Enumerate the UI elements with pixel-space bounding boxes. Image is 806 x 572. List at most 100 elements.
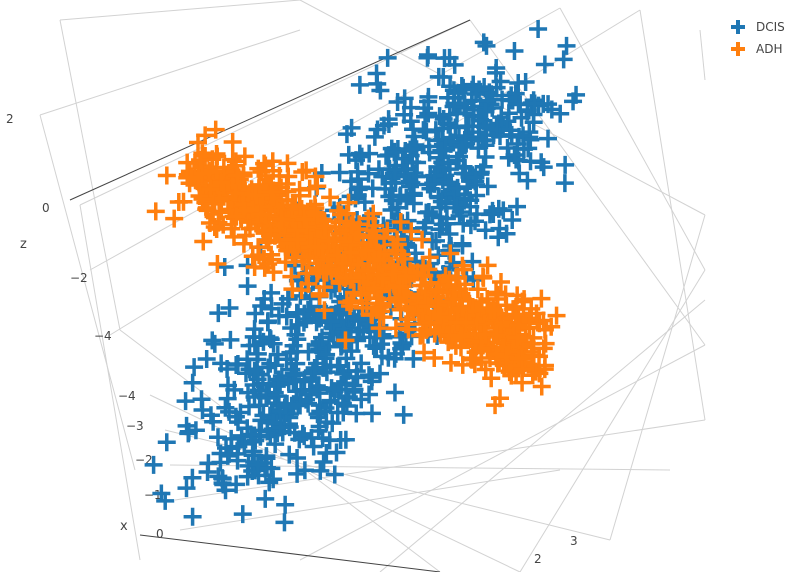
- dcis-point: [192, 390, 211, 409]
- dcis-point: [529, 19, 548, 38]
- dcis-point: [447, 198, 466, 217]
- dcis-point: [271, 418, 290, 437]
- dcis-point: [287, 303, 306, 322]
- dcis-point: [156, 491, 175, 510]
- dcis-point: [378, 48, 397, 67]
- dcis-point: [317, 413, 336, 432]
- adh-point: [226, 183, 245, 202]
- dcis-point: [432, 192, 451, 211]
- adh-point: [300, 179, 319, 198]
- dcis-point: [521, 152, 540, 171]
- dcis-point: [227, 356, 246, 375]
- z-tick: 2: [6, 112, 14, 126]
- adh-point: [295, 210, 314, 229]
- dcis-point: [313, 328, 332, 347]
- adh-point: [297, 161, 316, 180]
- dcis-point: [404, 184, 423, 203]
- dcis-point: [225, 380, 244, 399]
- dcis-point: [418, 175, 437, 194]
- x-axis-title: x: [120, 519, 128, 534]
- adh-point: [367, 229, 386, 248]
- adh-point: [402, 222, 421, 241]
- adh-point: [532, 289, 551, 308]
- dcis-point: [185, 358, 204, 377]
- adh-point: [440, 270, 459, 289]
- adh-point: [532, 377, 551, 396]
- dcis-point: [419, 202, 438, 221]
- dcis-point: [231, 403, 250, 422]
- dcis-point: [317, 345, 336, 364]
- dcis-point: [216, 398, 235, 417]
- adh-point: [305, 203, 324, 222]
- adh-point: [456, 313, 475, 332]
- dcis-point: [535, 55, 554, 74]
- dcis-point: [433, 119, 452, 138]
- adh-point: [196, 126, 215, 145]
- adh-point: [491, 272, 510, 291]
- adh-point: [366, 250, 385, 269]
- legend-item-dcis[interactable]: DCIS: [728, 16, 800, 38]
- dcis-point: [455, 189, 474, 208]
- dcis-point: [260, 473, 279, 492]
- dcis-point: [176, 392, 195, 411]
- dcis-point: [288, 464, 307, 483]
- dcis-point: [342, 118, 361, 137]
- adh-point: [191, 151, 210, 170]
- dcis-point: [352, 147, 371, 166]
- dcis-point: [551, 104, 570, 123]
- adh-point: [146, 202, 165, 221]
- dcis-point: [400, 172, 419, 191]
- dcis-point: [377, 146, 396, 165]
- adh-point: [364, 204, 383, 223]
- dcis-point: [405, 127, 424, 146]
- adh-point: [488, 285, 507, 304]
- adh-point: [386, 319, 405, 338]
- dcis-point: [474, 157, 493, 176]
- x-tick: −3: [126, 419, 144, 433]
- adh-point: [357, 241, 376, 260]
- dcis-point: [386, 161, 405, 180]
- dcis-point: [473, 131, 492, 150]
- adh-point: [350, 272, 369, 291]
- dcis-point: [557, 36, 576, 55]
- dcis-point: [567, 85, 586, 104]
- dcis-point: [500, 121, 519, 140]
- adh-point: [222, 219, 241, 238]
- dcis-point: [209, 304, 228, 323]
- dcis-point: [336, 430, 355, 449]
- adh-point: [308, 206, 327, 225]
- dcis-point: [487, 78, 506, 97]
- dcis-point: [252, 297, 271, 316]
- dcis-point: [183, 507, 202, 526]
- legend-item-adh[interactable]: ADH: [728, 38, 800, 60]
- dcis-point: [419, 87, 438, 106]
- dcis-point: [489, 228, 508, 247]
- adh-point: [440, 326, 459, 345]
- adh-point: [306, 167, 325, 186]
- adh-point: [279, 167, 298, 186]
- dcis-point: [157, 433, 176, 452]
- adh-point: [478, 256, 497, 275]
- adh-point: [309, 238, 328, 257]
- dcis-point: [257, 388, 276, 407]
- dcis-point: [361, 321, 380, 340]
- y-axis-ticks: 2 3: [534, 534, 578, 566]
- dcis-point: [494, 201, 513, 220]
- adh-point: [415, 294, 434, 313]
- dcis-point: [455, 94, 474, 113]
- adh-point: [292, 281, 311, 300]
- adh-point: [476, 325, 495, 344]
- dcis-point: [458, 177, 477, 196]
- adh-point: [194, 232, 213, 251]
- dcis-point: [321, 312, 340, 331]
- adh-point: [387, 263, 406, 282]
- dcis-point: [236, 364, 255, 383]
- z-tick: 0: [42, 201, 50, 215]
- dcis-point: [197, 350, 216, 369]
- dcis-point: [524, 113, 543, 132]
- dcis-point: [505, 145, 524, 164]
- dcis-point: [273, 294, 292, 313]
- dcis-point: [330, 356, 349, 375]
- dcis-point: [275, 513, 294, 532]
